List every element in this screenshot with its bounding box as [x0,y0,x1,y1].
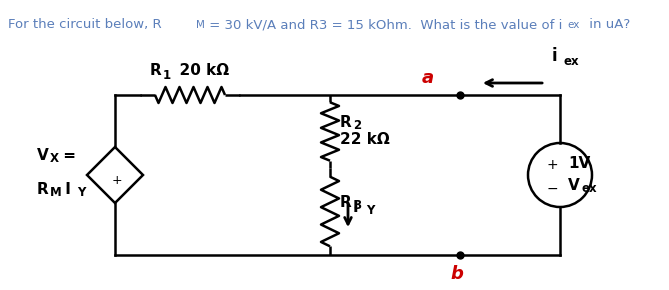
Text: Y: Y [77,186,86,200]
Text: R: R [150,63,162,78]
Text: 3: 3 [353,199,361,212]
Text: =: = [58,148,76,162]
Text: 22 kΩ: 22 kΩ [340,132,390,147]
Text: = 30 kV/A and R3 = 15 kOhm.  What is the value of i: = 30 kV/A and R3 = 15 kOhm. What is the … [205,18,563,31]
Text: +: + [112,173,122,186]
Text: 2: 2 [353,119,361,132]
Text: V: V [37,148,49,162]
Text: X: X [50,151,59,164]
Text: R: R [37,182,49,197]
Text: a: a [422,69,434,87]
Text: in uA?: in uA? [585,18,630,31]
Text: R: R [340,195,352,210]
Text: I: I [353,200,359,215]
Text: ex: ex [563,55,579,68]
Text: i: i [552,47,558,65]
Text: For the circuit below, R: For the circuit below, R [8,18,162,31]
Text: M: M [196,20,205,30]
Text: M: M [50,186,62,200]
Text: R: R [340,115,352,130]
Text: I: I [60,182,71,197]
Text: +: + [546,158,558,172]
Text: 20 kΩ: 20 kΩ [169,63,229,78]
Text: ex: ex [582,182,597,195]
Text: −: − [546,182,558,196]
Text: ex: ex [567,20,579,30]
Text: 1V: 1V [568,155,590,171]
Text: V: V [568,177,580,193]
Text: Y: Y [366,204,375,217]
Text: 1: 1 [163,69,171,82]
Text: b: b [450,265,463,283]
